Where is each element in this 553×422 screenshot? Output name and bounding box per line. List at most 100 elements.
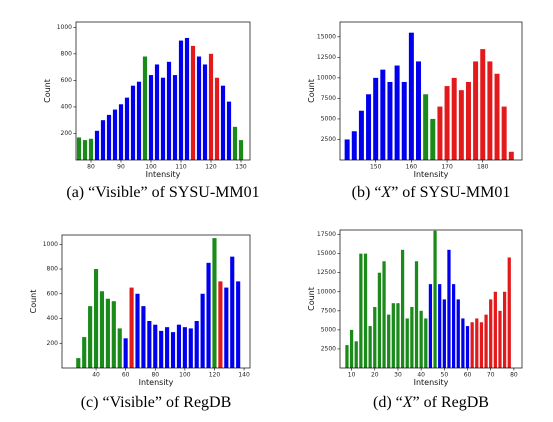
bar	[465, 81, 471, 160]
bar	[380, 69, 386, 160]
caption: (a) “Visible” of SYSU-MM01	[66, 184, 259, 201]
bar	[105, 298, 110, 368]
y-axis-label: Count	[29, 290, 38, 314]
bar	[118, 104, 124, 160]
bar	[154, 64, 160, 160]
plot-frame	[61, 234, 251, 369]
caption: (b) “X” of SYSU-MM01	[352, 184, 511, 201]
y-tick-label: 17500	[317, 231, 336, 238]
bar	[494, 73, 500, 160]
x-tick-label: 60	[464, 372, 472, 379]
bar	[451, 284, 456, 368]
bar	[458, 90, 464, 160]
bar	[451, 77, 457, 160]
bar	[178, 40, 184, 161]
bar	[408, 32, 414, 160]
caption: (c) “Visible” of RegDB	[81, 394, 232, 411]
bar	[461, 318, 465, 368]
bar	[214, 77, 220, 160]
y-tick-label: 10000	[317, 74, 336, 81]
y-tick-label: 7500	[321, 95, 336, 102]
y-tick-label: 600	[47, 290, 59, 297]
bar	[208, 53, 214, 160]
bar	[226, 101, 232, 160]
x-axis-label: Intensity	[139, 378, 174, 387]
bar	[130, 85, 136, 160]
plot-frame	[339, 229, 523, 369]
bar	[368, 326, 372, 368]
x-tick-label: 140	[238, 372, 250, 379]
bar	[470, 322, 474, 368]
y-tick-label: 7500	[321, 307, 336, 314]
bar	[437, 106, 443, 160]
bar	[373, 77, 379, 160]
bar	[117, 328, 122, 368]
bar	[160, 77, 166, 160]
x-tick-label: 20	[371, 372, 379, 379]
x-tick-label: 120	[205, 164, 217, 171]
x-tick-label: 50	[441, 372, 449, 379]
bar	[88, 138, 94, 160]
bar	[135, 293, 140, 368]
bar	[387, 314, 391, 368]
bar	[416, 61, 422, 160]
y-tick-label: 600	[61, 77, 73, 84]
bar	[502, 291, 507, 368]
x-tick-label: 100	[145, 164, 157, 171]
bar	[188, 328, 193, 368]
bar	[99, 291, 105, 368]
x-tick-label: 40	[92, 372, 100, 379]
bar	[123, 338, 128, 368]
bar	[366, 94, 372, 160]
caption-part: Visible	[95, 184, 140, 201]
bar	[220, 85, 226, 160]
bar	[345, 345, 349, 368]
bar	[493, 291, 497, 368]
x-axis-label: Intensity	[414, 170, 449, 179]
caption-part: ” of SYSU-MM01	[391, 184, 510, 201]
bar	[487, 61, 493, 160]
plot-frame	[75, 21, 251, 161]
bar	[498, 310, 502, 368]
y-tick-label: 1000	[57, 24, 72, 31]
bar	[172, 75, 178, 160]
bar	[396, 303, 400, 368]
caption-part: (a) “	[66, 184, 95, 201]
bar	[442, 299, 446, 368]
x-tick-label: 160	[406, 164, 418, 171]
x-tick-label: 80	[510, 372, 518, 379]
y-tick-label: 5000	[321, 326, 336, 333]
bar	[394, 65, 400, 160]
bar	[206, 262, 211, 368]
bar	[430, 118, 436, 160]
x-tick-label: 100	[179, 372, 191, 379]
bar	[475, 318, 479, 368]
x-tick-label: 110	[175, 164, 187, 171]
bar	[196, 56, 202, 160]
bar	[202, 64, 208, 160]
x-tick-label: 30	[394, 372, 402, 379]
bar	[501, 106, 507, 160]
y-tick-label: 200	[47, 340, 59, 347]
bar	[147, 320, 152, 368]
bar	[344, 139, 350, 160]
bar	[182, 327, 187, 368]
bar	[142, 56, 148, 160]
bar	[400, 249, 405, 368]
bar	[141, 306, 146, 368]
bar	[424, 318, 428, 368]
bar	[351, 131, 357, 160]
x-tick-label: 70	[487, 372, 495, 379]
y-tick-label: 2500	[321, 136, 336, 143]
x-tick-label: 60	[122, 372, 130, 379]
bar	[238, 140, 244, 160]
y-tick-label: 15000	[317, 33, 336, 40]
y-axis-label: Count	[307, 287, 316, 311]
y-tick-label: 800	[61, 50, 73, 57]
bar	[190, 45, 196, 161]
caption-part: (d) “	[373, 394, 403, 411]
x-tick-label: 80	[151, 372, 159, 379]
bar	[456, 299, 460, 368]
bar	[410, 307, 414, 368]
